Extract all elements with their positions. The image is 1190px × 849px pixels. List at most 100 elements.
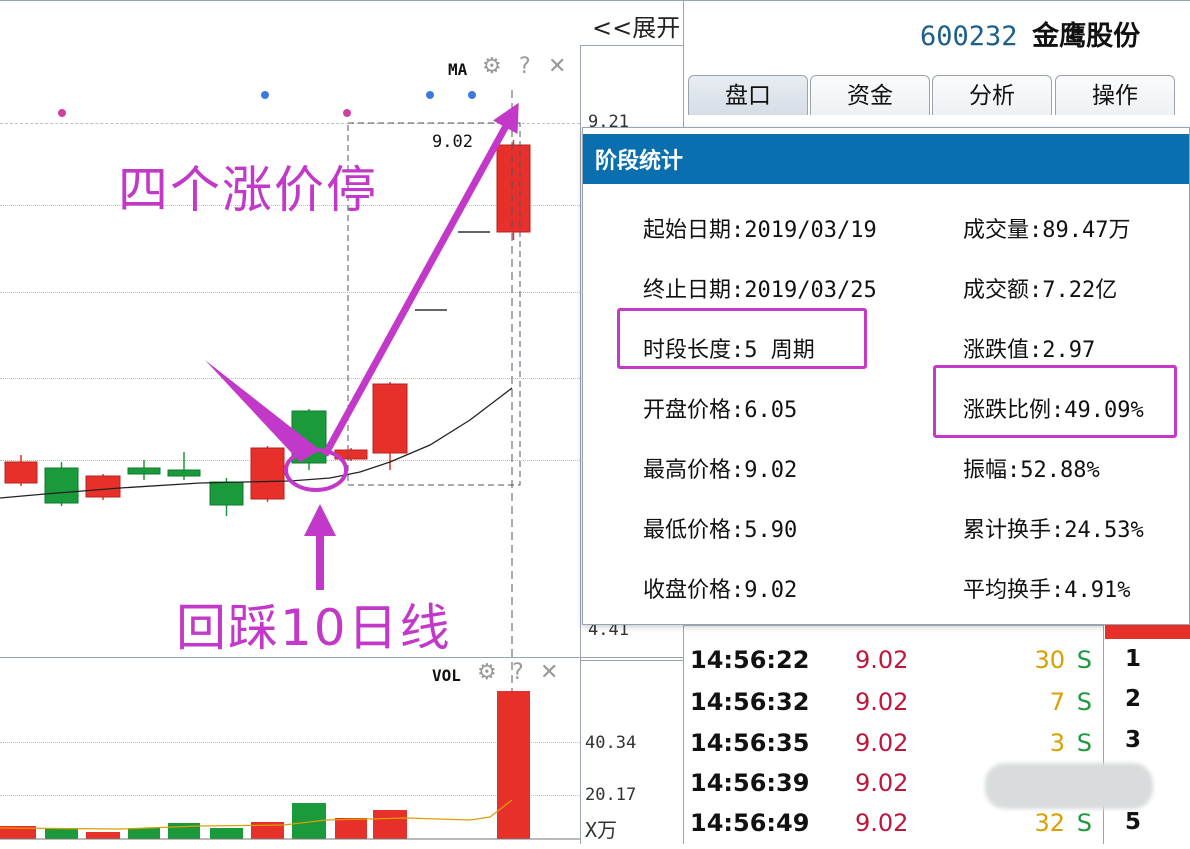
- header-divider: [580, 45, 683, 46]
- arrow-to-candle: [205, 360, 320, 462]
- trade-volume: 7: [1049, 688, 1065, 716]
- candle: [250, 447, 285, 500]
- volume-bar: [210, 828, 243, 839]
- kline-chart: [0, 90, 580, 844]
- signal-dot: [261, 91, 269, 99]
- candle: [44, 467, 79, 504]
- volume-bar: [86, 832, 120, 839]
- ma-settings-gear-icon[interactable]: ⚙: [482, 54, 502, 79]
- stat-left: 最低价格:5.90: [643, 518, 798, 543]
- ma-close-icon[interactable]: ✕: [548, 54, 567, 79]
- candle: [85, 475, 121, 498]
- trade-time: 14:56:22: [690, 646, 810, 674]
- annotation-pullback-ma10: 回踩10日线: [176, 599, 452, 657]
- side-divider: [1103, 625, 1104, 844]
- stat-left: 时段长度:5 周期: [643, 338, 815, 363]
- vol-close-icon[interactable]: ✕: [540, 660, 559, 685]
- high-price-label: 9.02: [432, 132, 473, 152]
- stat-left: 起始日期:2019/03/19: [643, 218, 877, 243]
- highlight-ellipse: [284, 448, 348, 492]
- signal-dot: [343, 109, 351, 117]
- highlight-box-change-ratio: [933, 365, 1177, 438]
- gridline: [0, 742, 580, 743]
- gridline: [0, 795, 580, 796]
- annotation-four-limit-up: 四个涨价停: [118, 161, 378, 219]
- stat-right: 涨跌比例:49.09%: [963, 398, 1144, 423]
- volume-bar: [373, 810, 407, 839]
- trade-row: 14:56:22 9.02 30 S: [690, 646, 1092, 686]
- stat-left: 最高价格:9.02: [643, 458, 798, 483]
- trade-volume: 30: [1034, 646, 1065, 674]
- volume-bar: [128, 828, 160, 839]
- trade-side: S: [1076, 729, 1092, 757]
- trade-row: 14:56:35 9.02 3 S: [690, 729, 1092, 769]
- ma-help-icon[interactable]: ?: [519, 54, 531, 79]
- price-axis-bottom: 4.41: [588, 620, 629, 640]
- tab-operation[interactable]: 操作: [1055, 75, 1175, 115]
- candle: [372, 383, 408, 454]
- tab-analysis[interactable]: 分析: [932, 75, 1052, 115]
- trade-row: 14:56:39 9.02: [690, 769, 1090, 809]
- stat-right: 振幅:52.88%: [963, 458, 1100, 483]
- trade-price: 9.02: [855, 729, 909, 757]
- trade-price: 9.02: [855, 809, 909, 837]
- trade-side: S: [1076, 809, 1092, 837]
- vol-help-icon[interactable]: ?: [512, 660, 524, 685]
- stock-title: 600232 金鹰股份: [920, 14, 1140, 53]
- blurred-watermark: [985, 763, 1153, 809]
- side-number: 5: [1125, 809, 1142, 835]
- tab-funds[interactable]: 资金: [810, 75, 930, 115]
- trade-divider: [683, 625, 1103, 626]
- gridline: [0, 378, 580, 379]
- trade-price: 9.02: [855, 688, 909, 716]
- stat-right: 平均换手:4.91%: [963, 578, 1131, 603]
- signal-dot: [58, 109, 66, 117]
- trade-side: S: [1076, 646, 1092, 674]
- annotation-arrows: [205, 102, 519, 590]
- highlight-box-period: [617, 308, 867, 369]
- tab-pankou[interactable]: 盘口: [688, 75, 808, 115]
- dialog-title: 阶段统计: [583, 134, 1189, 184]
- stock-code: 600232: [920, 21, 1018, 52]
- trade-side: S: [1076, 688, 1092, 716]
- vol-axis-2: 20.17: [585, 785, 637, 805]
- trade-volume: 32: [1034, 809, 1065, 837]
- chart-divider: [0, 657, 683, 658]
- trade-price: 9.02: [855, 769, 909, 797]
- candle: [496, 144, 531, 233]
- vol-settings-gear-icon[interactable]: ⚙: [477, 660, 497, 685]
- stat-right: 累计换手:24.53%: [963, 518, 1144, 543]
- trade-time: 14:56:35: [690, 729, 810, 757]
- trade-time: 14:56:49: [690, 809, 810, 837]
- ma-line: [0, 387, 513, 499]
- stat-right: 成交额:7.22亿: [963, 278, 1118, 303]
- selection-range-box: [347, 122, 521, 486]
- trade-volume: 3: [1049, 729, 1065, 757]
- top-border: [0, 0, 1190, 1]
- candle: [127, 467, 161, 475]
- gridline: [0, 123, 580, 124]
- stat-right: 涨跌值:2.97: [963, 338, 1096, 363]
- stat-left: 开盘价格:6.05: [643, 398, 798, 423]
- vol-unit: X万: [585, 818, 618, 842]
- stat-left: 终止日期:2019/03/25: [643, 278, 877, 303]
- ma-indicator-label[interactable]: MA: [448, 60, 468, 79]
- side-number: 3: [1125, 727, 1142, 753]
- gridline: [0, 292, 580, 293]
- stat-right: 成交量:89.47万: [963, 218, 1131, 243]
- volume-bar: [335, 818, 367, 839]
- limit-bar: [1105, 625, 1190, 639]
- arrow-to-top: [321, 102, 519, 457]
- candle: [4, 461, 38, 484]
- signal-dot: [468, 91, 476, 99]
- volume-bar: [45, 828, 78, 839]
- trade-time: 14:56:39: [690, 769, 810, 797]
- volume-ma-line: [0, 799, 513, 830]
- stock-name: 金鹰股份: [1032, 21, 1141, 52]
- vol-indicator-label[interactable]: VOL: [432, 666, 461, 685]
- volume-bar: [168, 823, 200, 839]
- expand-button[interactable]: <<展开: [592, 14, 681, 42]
- signal-dot: [426, 91, 434, 99]
- stat-left: 收盘价格:9.02: [643, 578, 798, 603]
- side-number: 2: [1125, 686, 1142, 712]
